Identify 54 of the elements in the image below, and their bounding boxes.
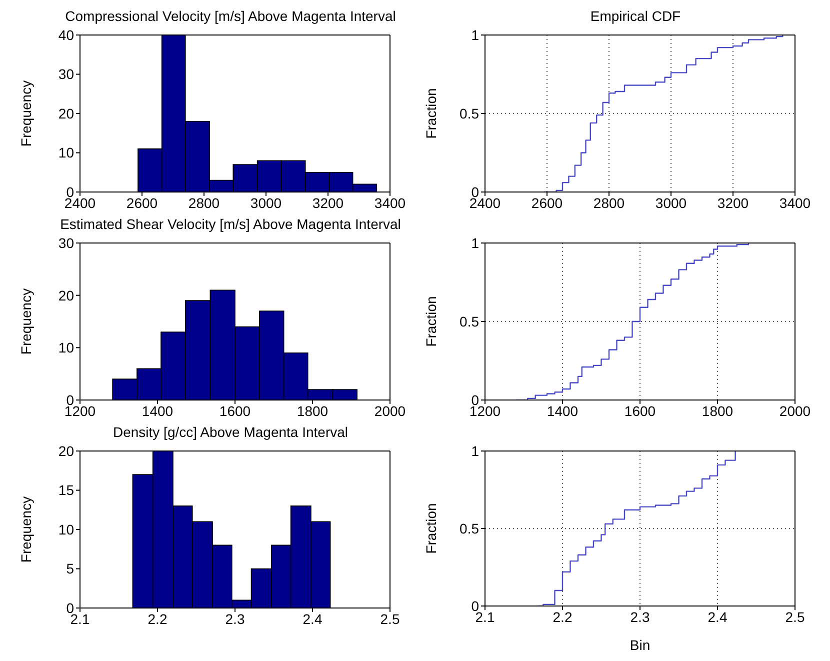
x-tick-label: 1600 [624, 402, 656, 419]
x-tick-label: 2.3 [630, 608, 650, 625]
y-tick-label: 15 [58, 482, 74, 498]
y-tick-label: 20 [58, 287, 74, 304]
y-axis-title: Fraction [422, 503, 439, 554]
x-tick-label: 2000 [374, 402, 406, 419]
x-tick-label: 2000 [779, 402, 811, 419]
y-tick-label: 1 [471, 234, 480, 251]
x-tick-label: 2.2 [552, 608, 572, 625]
chart-title: Density [g/cc] Above Magenta Interval [112, 424, 348, 440]
x-tick-label: 3200 [312, 194, 344, 211]
y-tick-label: 30 [58, 234, 74, 251]
chart-title: Compressional Velocity [m/s] Above Magenta Interval [65, 8, 396, 24]
y-axis-title: Frequency [18, 288, 34, 355]
x-tick-label: 2.3 [225, 610, 245, 627]
y-tick-label: 1 [471, 26, 480, 43]
x-tick-label: 1400 [142, 402, 174, 419]
x-tick-label: 2.4 [302, 610, 322, 627]
y-tick-label: 10 [58, 521, 74, 538]
x-tick-label: 2600 [531, 194, 563, 211]
y-axis-title: Frequency [18, 496, 34, 563]
y-tick-label: 10 [58, 144, 74, 161]
x-tick-label: 1600 [219, 402, 251, 419]
y-tick-label: 30 [58, 66, 74, 82]
x-tick-label: 2600 [126, 194, 158, 211]
y-tick-label: 20 [58, 105, 74, 122]
y-axis-title: Fraction [422, 296, 439, 347]
y-tick-label: 40 [58, 26, 74, 43]
y-tick-label: 5 [66, 560, 74, 577]
x-tick-label: 3000 [250, 194, 282, 211]
x-tick-label: 2800 [188, 194, 220, 211]
x-tick-label: 3200 [717, 194, 749, 211]
y-axis-title: Fraction [422, 88, 439, 139]
chart-title: Estimated Shear Velocity [m/s] Above Magenta Interval [60, 216, 401, 232]
y-tick-label: 10 [58, 340, 74, 356]
y-tick-label: 0.5 [460, 313, 480, 330]
x-tick-label: 3400 [374, 194, 406, 211]
x-tick-label: 3000 [655, 194, 687, 211]
x-tick-label: 2.5 [380, 610, 400, 627]
x-tick-label: 2.4 [708, 608, 728, 625]
y-tick-label: 0.5 [460, 105, 480, 122]
x-tick-label: 1400 [546, 402, 578, 419]
y-tick-label: 0.5 [460, 520, 480, 536]
chart-title: Empirical CDF [590, 8, 681, 24]
x-tick-label: 2800 [593, 194, 625, 211]
x-axis-title: Bin [630, 637, 650, 653]
y-tick-label: 20 [58, 442, 74, 459]
x-tick-label: 2.2 [148, 610, 168, 627]
y-tick-label: 1 [471, 442, 480, 459]
y-axis-title: Frequency [18, 80, 34, 147]
x-tick-label: 1800 [296, 402, 328, 419]
x-tick-label: 2.5 [785, 608, 805, 625]
x-tick-label: 3400 [779, 194, 811, 211]
x-tick-label: 1800 [702, 402, 734, 419]
